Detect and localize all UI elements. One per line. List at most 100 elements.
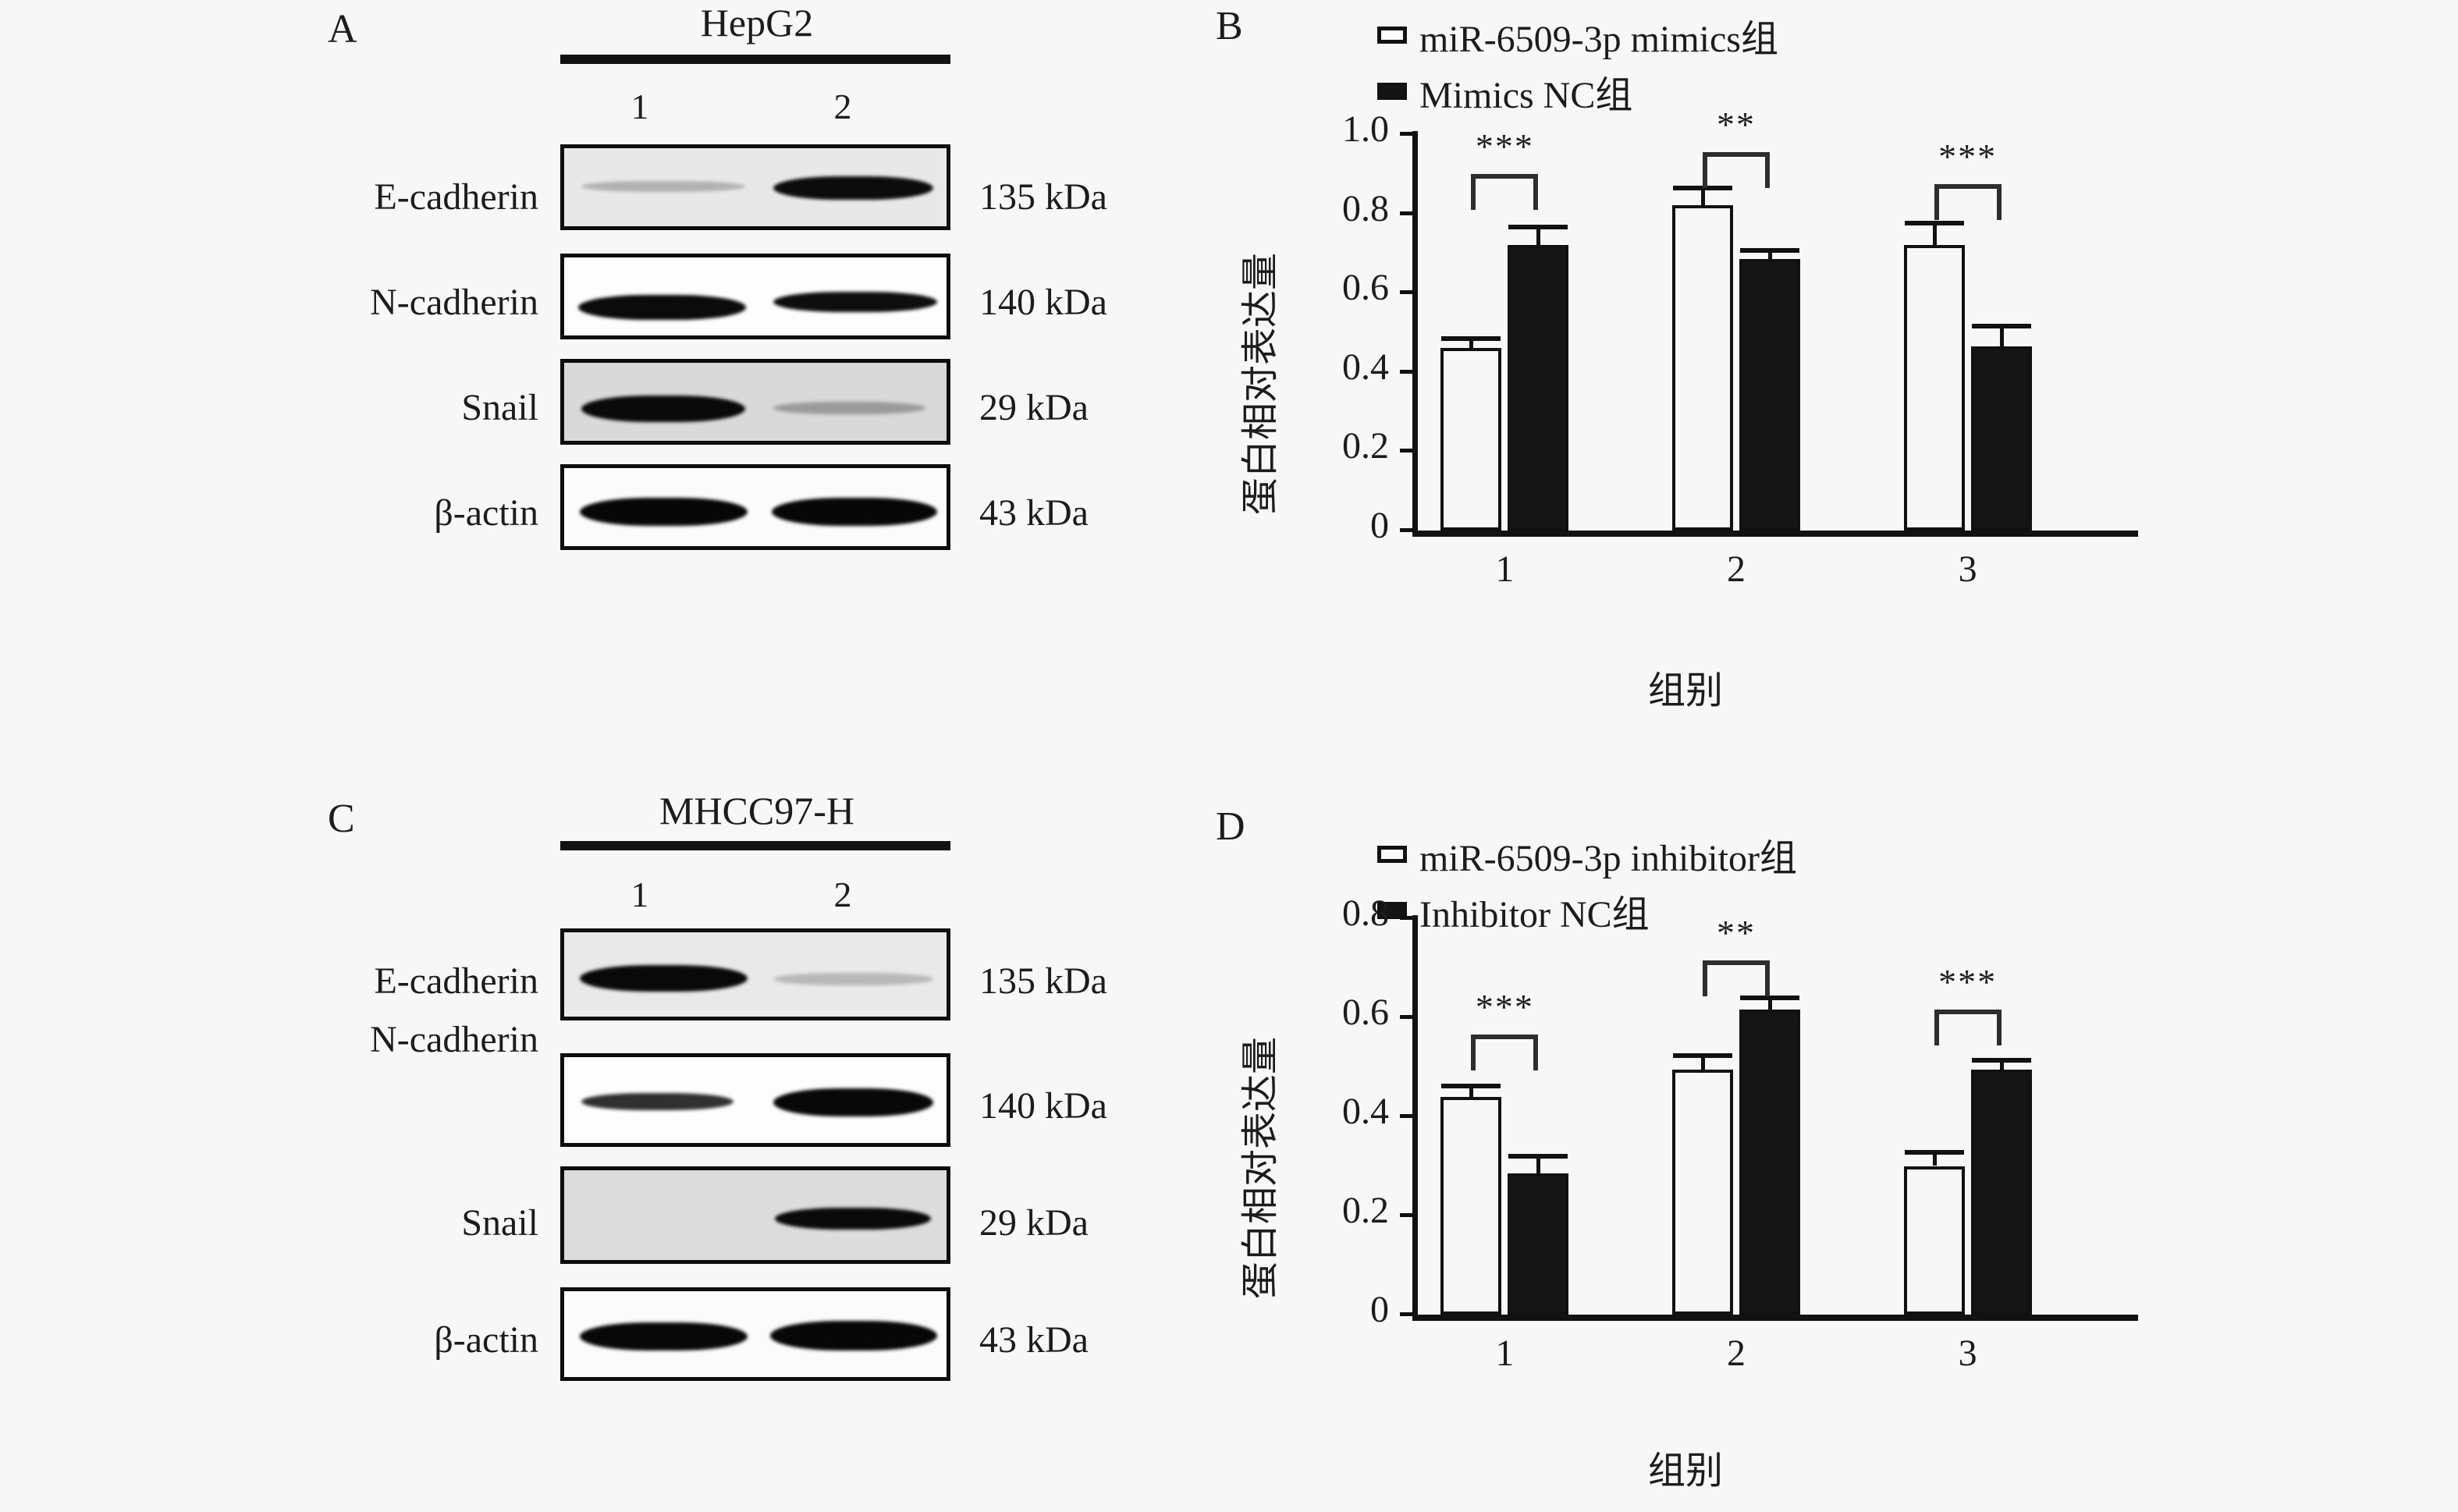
panel-c-mw-label: 135 kDa: [979, 960, 1107, 1002]
panel-c-mw-label: 29 kDa: [979, 1202, 1089, 1244]
y-axis-tick: [1400, 132, 1412, 136]
legend-label: miR-6509-3p mimics组: [1419, 19, 1778, 60]
error-bar: [1768, 250, 1772, 260]
error-bar: [1768, 997, 1772, 1010]
x-axis-line: [1412, 531, 2138, 537]
error-bar: [1536, 227, 1541, 246]
legend-swatch-open-icon: [1377, 27, 1407, 44]
error-bar-cap: [1904, 1149, 1964, 1155]
y-axis-tick-label: 0.6: [1342, 267, 1389, 309]
panel-a-mw-label: 43 kDa: [979, 492, 1089, 534]
bar-open: [1903, 245, 1965, 531]
panel-c-blot-e-cadherin: [560, 928, 950, 1020]
y-axis-tick: [1400, 369, 1412, 374]
x-axis-tick-label: 1: [1495, 1333, 1515, 1374]
panel-letter-a: A: [328, 7, 357, 51]
blot-lane-area: [564, 363, 947, 441]
legend-label: miR-6509-3p inhibitor组: [1419, 838, 1797, 879]
panel-c-mw-label: 43 kDa: [979, 1319, 1089, 1361]
significance-bracket: [1934, 183, 2002, 220]
significance-bracket: [1471, 1035, 1539, 1071]
error-bar: [1999, 1060, 2004, 1070]
error-bar: [1536, 1155, 1541, 1174]
error-bar: [1999, 326, 2004, 346]
blot-lane-area: [564, 257, 947, 335]
error-bar-cap: [1441, 1083, 1501, 1088]
y-axis-line: [1412, 131, 1418, 534]
band-lane2: [773, 292, 937, 312]
band-lane1: [580, 965, 748, 992]
error-bar-cap: [1740, 995, 1799, 1000]
band-lane1: [580, 1322, 748, 1351]
error-bar: [1932, 223, 1937, 246]
panel-a-mw-label: 140 kDa: [979, 282, 1107, 323]
panel-c-blot-snail: [560, 1166, 950, 1264]
y-axis-tick-label: 0.2: [1342, 1190, 1389, 1231]
error-bar-cap: [1508, 225, 1568, 230]
bar-filled: [1508, 1173, 1569, 1315]
error-bar-cap: [1971, 1058, 2031, 1063]
error-bar-cap: [1508, 1153, 1568, 1159]
significance-stars: **: [1717, 912, 1756, 953]
chart-panel-d: 0 0.2 0.4 0.6 0.8 蛋白相对表达量 1 *** 2 ** 3 ***: [1217, 893, 2200, 1400]
legend-d-item-1: Inhibitor NC组: [1377, 883, 1650, 938]
chart-panel-b: 0 0.2 0.4 0.6 0.8 1.0 蛋白相对表达量 1 *** 2 ** 3 ***: [1217, 105, 2200, 616]
y-axis-tick-label: 0.2: [1342, 425, 1389, 467]
band-lane1: [581, 396, 745, 422]
x-axis-line: [1412, 1315, 2138, 1321]
panel-c-protein-label: Snail: [461, 1202, 538, 1244]
band-lane2: [773, 973, 933, 985]
legend-d-item-0: miR-6509-3p inhibitor组: [1377, 827, 1797, 882]
panel-a-lane-1: 1: [630, 87, 649, 126]
legend-b-item-0: miR-6509-3p mimics组: [1377, 8, 1778, 62]
band-lane2: [773, 176, 933, 200]
y-axis-tick: [1400, 916, 1412, 920]
significance-bracket: [1934, 1010, 2002, 1046]
legend-label: Mimics NC组: [1419, 75, 1633, 116]
legend-b-item-1: Mimics NC组: [1377, 64, 1632, 119]
bar-open: [1672, 205, 1733, 531]
legend-swatch-filled-icon: [1377, 902, 1407, 919]
bar-filled: [1508, 245, 1569, 531]
bar-open: [1440, 348, 1502, 531]
panel-a-underline: [560, 55, 950, 64]
y-axis-line: [1412, 915, 1418, 1318]
legend-swatch-filled-icon: [1377, 83, 1407, 100]
y-axis-tick: [1400, 1312, 1412, 1316]
error-bar-cap: [1971, 324, 2031, 329]
panel-c-protein-label: β-actin: [434, 1319, 538, 1361]
band-lane1: [578, 295, 746, 320]
panel-a-blot-e-cadherin: [560, 144, 950, 230]
panel-a-protein-label: E-cadherin: [374, 176, 538, 218]
y-axis-tick: [1400, 1015, 1412, 1019]
bar-filled: [1970, 1069, 2032, 1315]
x-axis-tick-label: 3: [1958, 1333, 1977, 1374]
panel-c-lane-1: 1: [630, 875, 649, 914]
bar-filled: [1739, 1010, 1800, 1315]
y-axis-tick: [1400, 290, 1412, 295]
significance-stars: ***: [1475, 987, 1534, 1028]
band-lane1: [581, 181, 745, 192]
panel-letter-c: C: [328, 797, 355, 841]
band-lane2: [773, 1088, 933, 1116]
panel-a-protein-label: β-actin: [434, 492, 538, 534]
bar-filled: [1739, 259, 1800, 531]
blot-lane-area: [564, 1057, 947, 1143]
y-axis-tick: [1400, 449, 1412, 453]
bar-open: [1903, 1166, 1965, 1315]
significance-stars: ***: [1475, 126, 1534, 166]
panel-letter-d: D: [1216, 804, 1245, 849]
error-bar: [1701, 187, 1705, 206]
error-bar: [1469, 1085, 1474, 1097]
error-bar-cap: [1673, 1052, 1732, 1058]
significance-bracket: [1471, 173, 1539, 210]
band-lane1: [581, 1093, 733, 1110]
y-axis-tick: [1400, 528, 1412, 532]
y-axis-tick: [1400, 211, 1412, 215]
bar-open: [1672, 1069, 1733, 1315]
panel-a-protein-label: Snail: [461, 387, 538, 428]
panel-c-mw-label: 140 kDa: [979, 1085, 1107, 1127]
significance-bracket: [1703, 960, 1770, 996]
blot-lane-area: [564, 148, 947, 226]
